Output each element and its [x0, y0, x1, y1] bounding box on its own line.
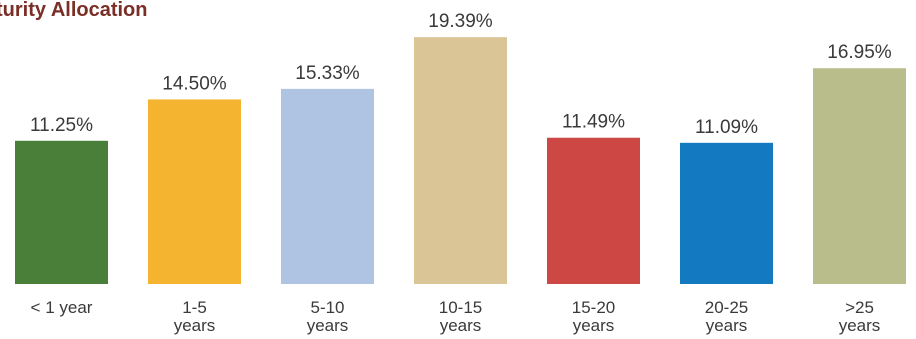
category-label-15-20-years-line1: 15-20	[572, 298, 615, 317]
bars-group: 11.25%< 1 year14.50%1-5years15.33%5-10ye…	[15, 11, 906, 335]
bar-1-5-years	[148, 99, 241, 284]
category-label-20-25-years-line1: 20-25	[705, 298, 748, 317]
category-label-1-5-years-line2: years	[174, 316, 216, 335]
category-label-10-15-years-line1: 10-15	[439, 298, 482, 317]
category-label-1-5-years-line1: 1-5	[182, 298, 207, 317]
category-label-15-20-years-line2: years	[573, 316, 615, 335]
category-label-5-10-years-line2: years	[307, 316, 349, 335]
value-label-5-10-years: 15.33%	[295, 63, 360, 84]
value-label-10-15-years: 19.39%	[428, 11, 493, 32]
category-label-20-25-years-line2: years	[706, 316, 748, 335]
category-label-25-years-line1: >25	[845, 298, 874, 317]
value-label-15-20-years: 11.49%	[562, 112, 625, 133]
value-label-1-year: 11.25%	[30, 115, 93, 136]
bar-1-year	[15, 140, 108, 284]
value-label-1-5-years: 14.50%	[162, 73, 227, 94]
category-label-10-15-years-line2: years	[440, 316, 482, 335]
category-label-25-years-line2: years	[839, 316, 881, 335]
value-label-25-years: 16.95%	[827, 42, 892, 63]
bar-20-25-years	[680, 142, 773, 284]
bar-10-15-years	[414, 37, 507, 284]
value-label-20-25-years: 11.09%	[695, 117, 758, 138]
bar-25-years	[813, 68, 906, 284]
bar-15-20-years	[547, 137, 640, 284]
category-label-1-year: < 1 year	[31, 298, 93, 317]
category-label-5-10-years-line1: 5-10	[310, 298, 344, 317]
bar-5-10-years	[281, 88, 374, 285]
chart-title: turity Allocation	[0, 0, 147, 21]
